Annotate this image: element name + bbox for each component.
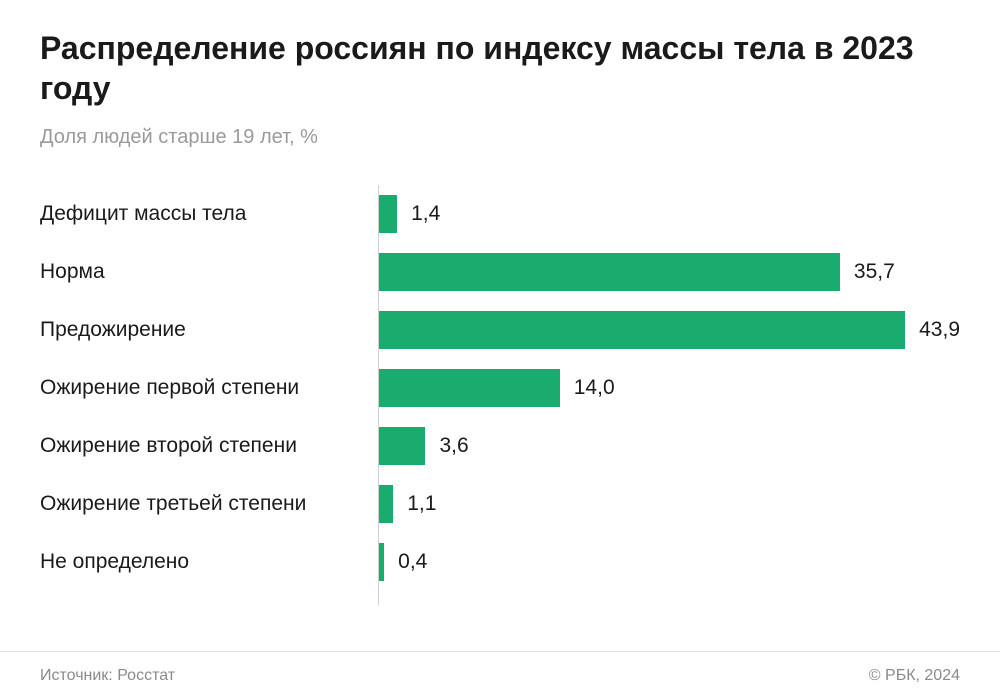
bar [379,427,425,465]
value-label: 1,4 [411,202,440,226]
bar-row: Норма 35,7 [40,243,960,301]
category-label: Ожирение третьей степени [40,492,378,516]
bar [379,311,905,349]
value-label: 0,4 [398,550,427,574]
bar [379,485,393,523]
copyright-label: © РБК, 2024 [869,667,960,685]
bar-track: 1,1 [378,475,960,533]
bar-chart: Дефицит массы тела 1,4 Норма 35,7 Предожирен… [40,185,960,605]
category-label: Ожирение второй степени [40,434,378,458]
bar-track: 35,7 [378,243,960,301]
bar-track: 1,4 [378,185,960,243]
bar-track: 43,9 [378,301,960,359]
value-label: 43,9 [919,318,960,342]
bar-row: Ожирение третьей степени 1,1 [40,475,960,533]
bar [379,369,560,407]
chart-footer: Источник: Росстат © РБК, 2024 [0,651,1000,699]
bar-row: Предожирение 43,9 [40,301,960,359]
category-label: Предожирение [40,318,378,342]
value-label: 3,6 [439,434,468,458]
bar [379,253,840,291]
category-label: Ожирение первой степени [40,376,378,400]
bar-row: Не определено 0,4 [40,533,960,591]
value-label: 14,0 [574,376,615,400]
source-label: Источник: Росстат [40,667,175,685]
value-label: 35,7 [854,260,895,284]
bar-track: 3,6 [378,417,960,475]
category-label: Не определено [40,550,378,574]
value-label: 1,1 [407,492,436,516]
bar [379,195,397,233]
bar [379,543,384,581]
category-label: Дефицит массы тела [40,202,378,226]
category-label: Норма [40,260,378,284]
chart-subtitle: Доля людей старше 19 лет, % [40,126,960,149]
axis-end [40,591,960,605]
bar-track: 14,0 [378,359,960,417]
bar-row: Ожирение первой степени 14,0 [40,359,960,417]
bar-track: 0,4 [378,533,960,591]
chart-title: Распределение россиян по индексу массы т… [40,28,960,108]
bar-row: Дефицит массы тела 1,4 [40,185,960,243]
bar-row: Ожирение второй степени 3,6 [40,417,960,475]
